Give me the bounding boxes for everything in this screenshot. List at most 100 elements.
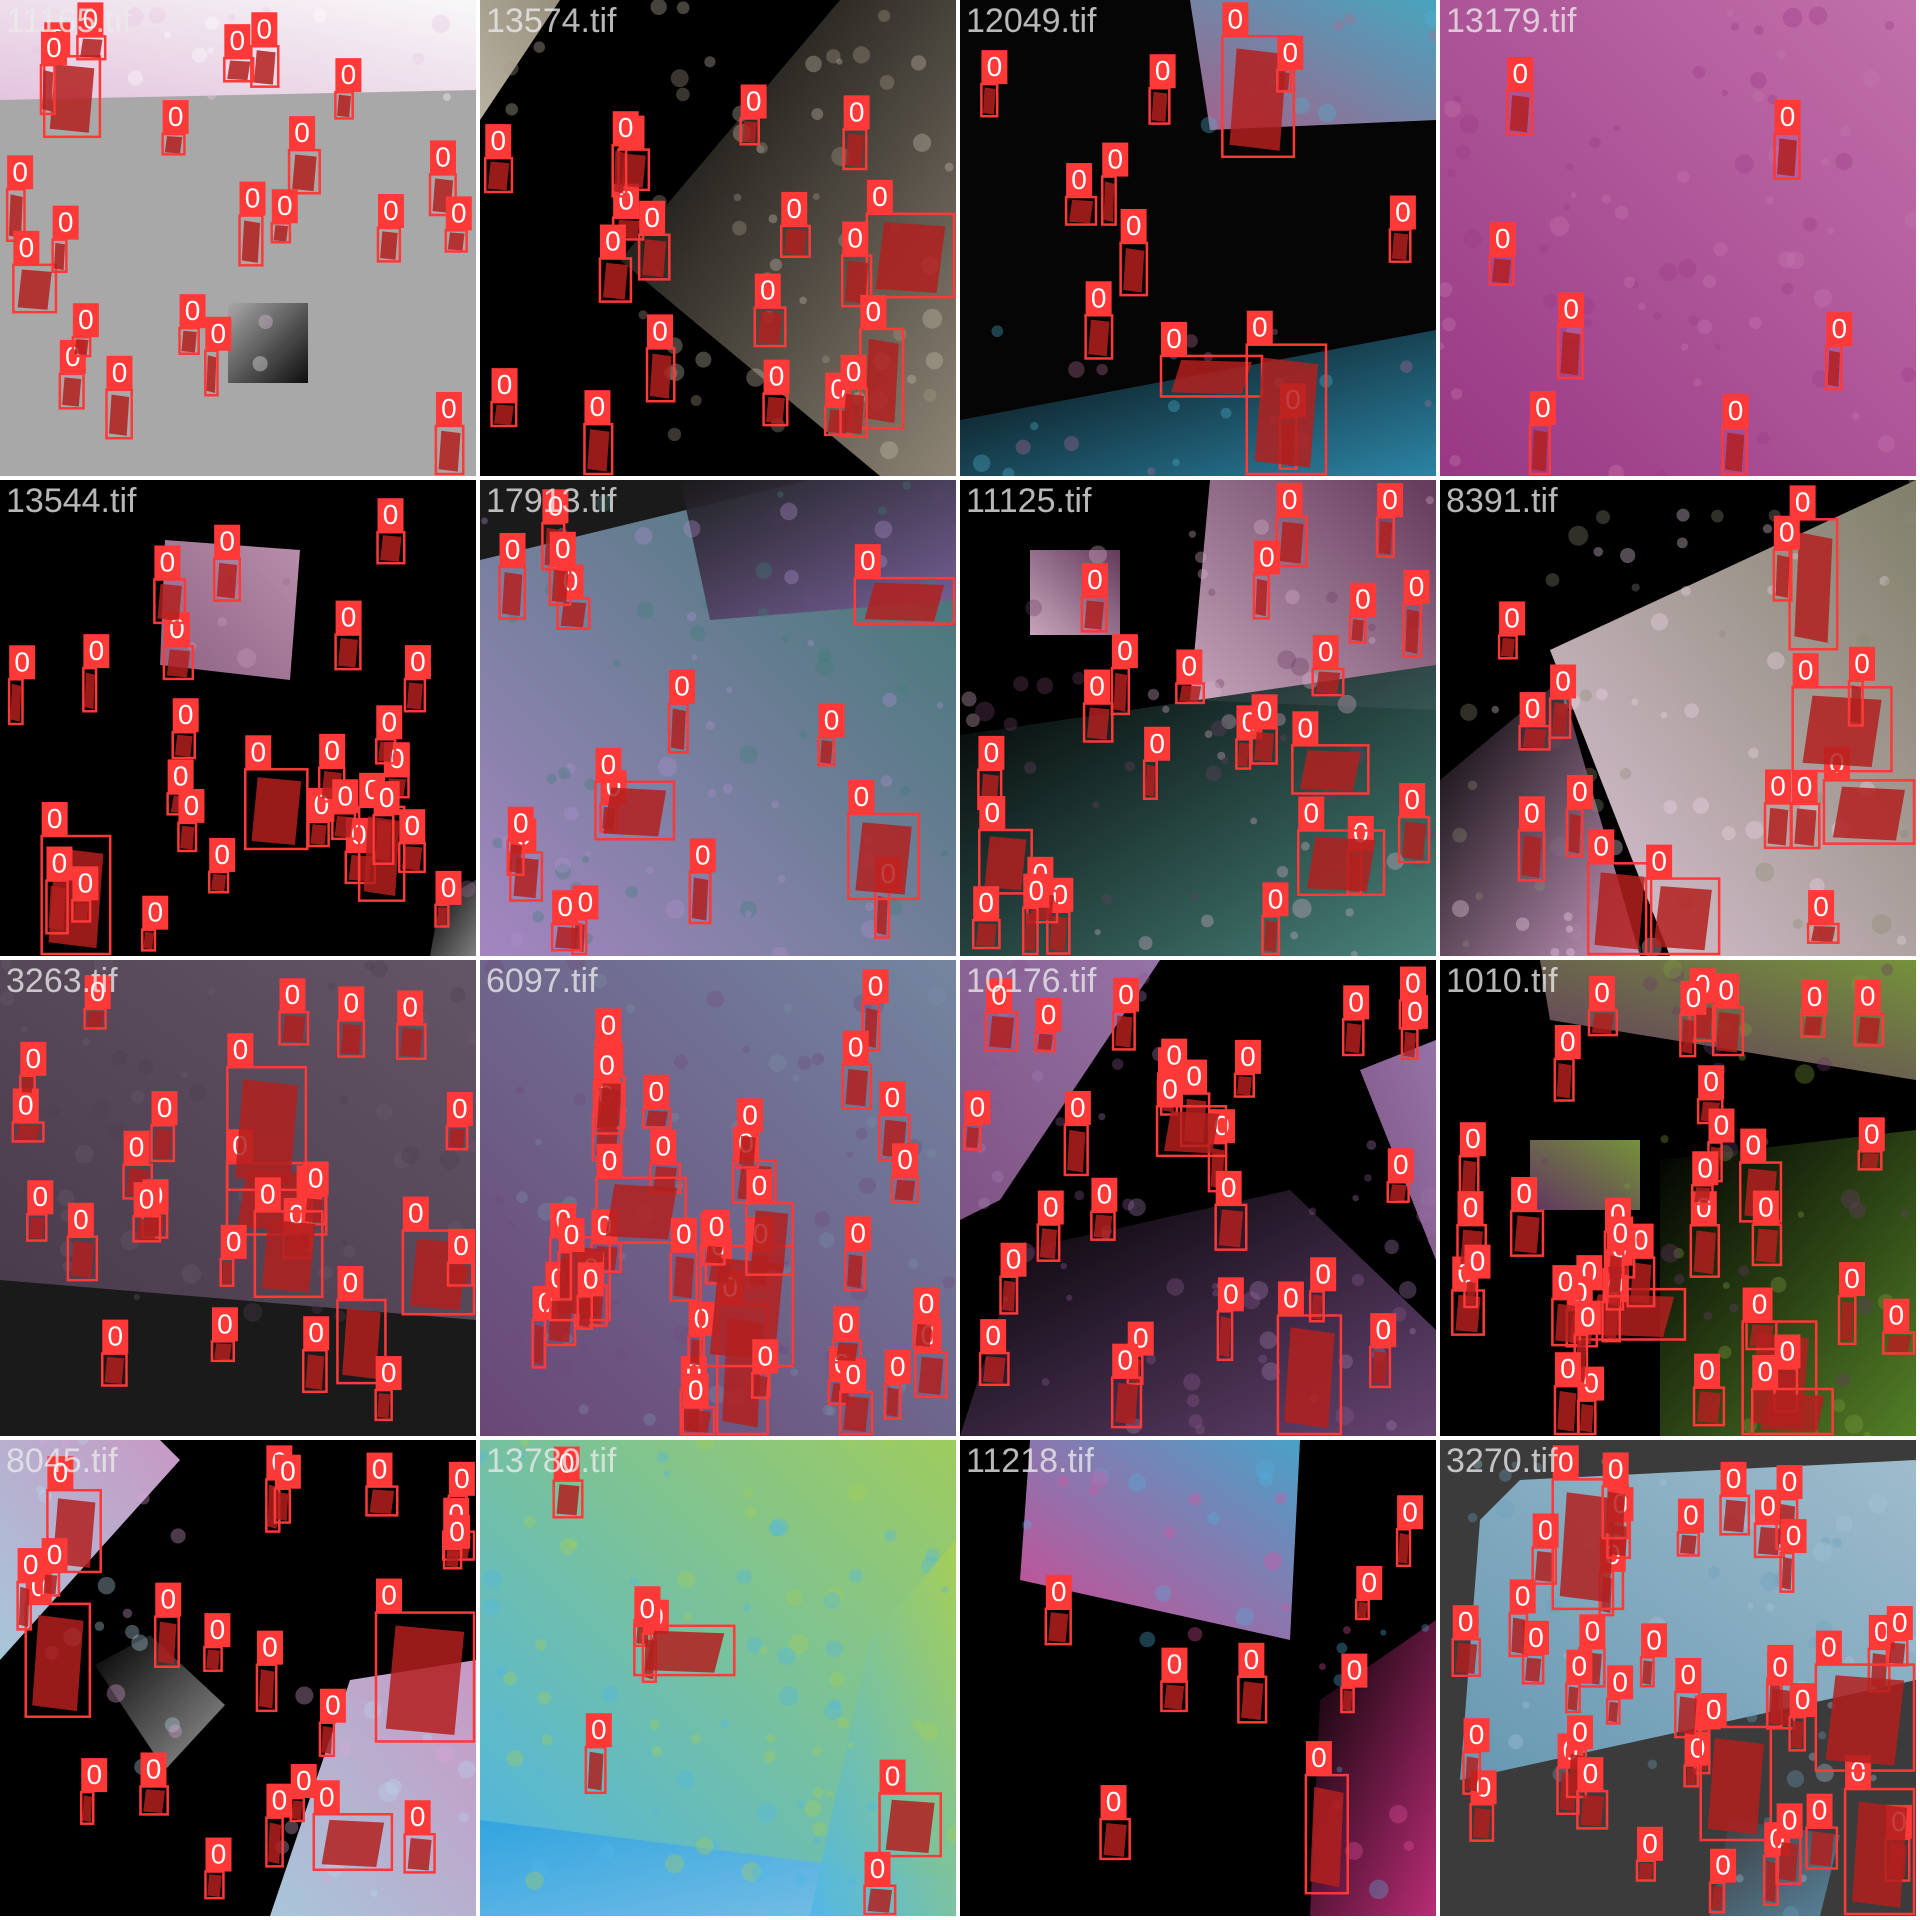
detection-label: 0	[308, 1163, 324, 1194]
tissue-cell	[941, 1586, 949, 1594]
tissue-cell	[39, 1440, 47, 1446]
detection-mask	[691, 877, 709, 921]
detection-label-bg	[1773, 515, 1800, 550]
detection-mask	[206, 355, 217, 394]
detection-label-bg	[313, 1780, 340, 1815]
detection-label: 0	[1812, 1795, 1828, 1826]
detection-label-bg	[596, 1143, 623, 1178]
detection-box: 0	[840, 221, 873, 308]
tissue-cell	[1840, 1189, 1861, 1209]
tissue-cell	[78, 1440, 88, 1445]
detection-outline	[1261, 915, 1281, 956]
detection-label: 0	[272, 1785, 288, 1816]
detection-mask	[642, 239, 667, 278]
detection-box: 0	[1711, 973, 1745, 1057]
detection-mask	[1455, 1642, 1478, 1674]
detection-label-bg	[1789, 485, 1816, 520]
tissue-cell	[742, 1603, 752, 1612]
detection-label: 0	[1831, 313, 1847, 344]
tissue-cell	[1249, 1281, 1269, 1300]
detection-label-bg	[1399, 966, 1426, 1001]
detection-label: 0	[1683, 1500, 1699, 1531]
tissue-cell	[1729, 1303, 1739, 1313]
tissue-cell	[741, 1861, 762, 1882]
tissue-cell	[1871, 914, 1892, 935]
detection-label: 0	[583, 1263, 599, 1294]
detection-mask	[180, 825, 195, 850]
tissue-cell	[1292, 96, 1310, 115]
detection-mask	[560, 601, 587, 628]
detection-mask	[1638, 1862, 1654, 1880]
detection-label: 0	[1821, 1632, 1837, 1663]
detection-mask	[847, 1254, 863, 1288]
tissue-cell	[1770, 1276, 1787, 1293]
detection-outline	[1082, 702, 1114, 743]
detection-label: 0	[752, 1170, 768, 1201]
detection-label-bg	[1529, 391, 1556, 426]
tissue-cell	[1697, 319, 1713, 335]
detection-mask	[1306, 836, 1376, 892]
detection-box: 0	[863, 1851, 897, 1916]
tissue-cell	[1747, 1602, 1754, 1609]
detection-mask	[164, 136, 183, 154]
tissue-cell	[541, 1734, 553, 1746]
tissue-cell	[1041, 1378, 1050, 1386]
detection-mask	[864, 338, 899, 424]
detection-label: 0	[1118, 979, 1134, 1010]
detection-box: 0	[1751, 1190, 1783, 1267]
tissue-cell	[412, 53, 425, 65]
detection-label-bg	[17, 1548, 44, 1583]
detection-label: 0	[640, 1593, 656, 1624]
tissue-patch	[160, 540, 300, 680]
tissue-cell	[207, 47, 215, 55]
tissue-cell	[1447, 168, 1456, 178]
detection-outline	[24, 1602, 92, 1718]
detection-mask	[82, 1795, 93, 1823]
tissue-cell	[1472, 1459, 1483, 1469]
detection-label-bg	[843, 95, 870, 130]
detection-label-bg	[13, 230, 40, 265]
detection-mask	[864, 582, 945, 622]
tissue-cell	[829, 1672, 845, 1688]
tissue-cell	[790, 1368, 799, 1377]
detection-label-bg	[639, 200, 666, 235]
detection-label-bg	[1700, 1692, 1727, 1727]
detection-label: 0	[139, 1183, 155, 1214]
tissue-cell	[645, 1748, 654, 1756]
tissue-cell	[200, 646, 212, 658]
tissue-cell	[378, 1782, 399, 1803]
detection-outline	[914, 1351, 948, 1399]
detection-label-bg	[845, 1216, 872, 1251]
tissue-cell	[1718, 1345, 1732, 1359]
detection-label: 0	[325, 1690, 341, 1721]
detection-box: 0	[1456, 1191, 1488, 1270]
detection-outline	[374, 1611, 476, 1743]
detection-label: 0	[1795, 1684, 1811, 1715]
tissue-cell	[584, 778, 597, 791]
detection-label: 0	[897, 1144, 913, 1175]
detection-label: 0	[1699, 1355, 1715, 1386]
detection-label-bg	[1341, 1653, 1368, 1688]
tissue-cell	[1274, 1492, 1287, 1505]
detection-box: 0	[100, 1319, 129, 1387]
detection-label: 0	[90, 976, 106, 1007]
tissue-cell	[629, 1577, 638, 1586]
tissue-cell	[783, 1003, 793, 1014]
tissue-cell	[1332, 19, 1345, 32]
detection-label-bg	[448, 1228, 475, 1263]
detection-label-bg	[209, 837, 236, 872]
tissue-cell	[1499, 1469, 1512, 1482]
detection-label: 0	[1268, 883, 1284, 914]
tissue-cell	[1188, 530, 1197, 538]
detection-label-bg	[1253, 540, 1280, 575]
detection-outline	[1214, 1203, 1248, 1251]
tissue-cell	[1318, 1663, 1326, 1670]
detection-label: 0	[260, 1178, 276, 1209]
detection-mask	[1002, 1280, 1016, 1312]
detection-label-bg	[584, 390, 611, 425]
tissue-cell	[1425, 496, 1434, 505]
tissue-cell	[910, 55, 927, 71]
detection-outline	[584, 1745, 607, 1795]
tissue-cell	[1660, 1243, 1680, 1263]
